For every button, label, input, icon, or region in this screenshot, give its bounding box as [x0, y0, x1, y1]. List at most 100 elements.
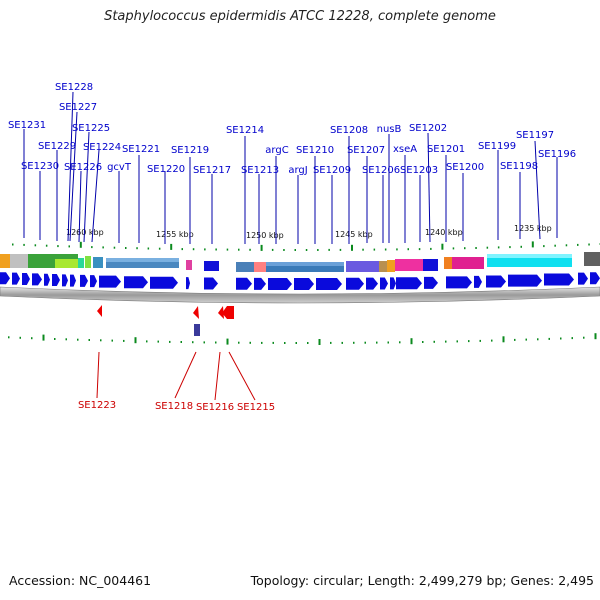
scale-tick: [294, 249, 296, 251]
scale-tick: [475, 247, 477, 249]
forward-gene-arrow: [316, 277, 342, 290]
scale-tick: [531, 241, 534, 248]
forward-gene-arrow: [80, 274, 88, 287]
upper-tick-row: [12, 241, 600, 251]
forward-gene-arrow: [236, 277, 252, 290]
gene-label: SE1228: [55, 82, 93, 93]
scale-tick: [341, 341, 343, 344]
reverse-gene-arrow: [97, 305, 102, 317]
scale-tick: [57, 245, 59, 248]
gene-label: SE1217: [193, 165, 231, 176]
forward-gene-arrow: [99, 275, 121, 288]
scale-tick: [192, 248, 195, 251]
scale-tick: [491, 339, 493, 342]
scale-tick: [226, 338, 229, 345]
gene-label: SE1224: [83, 142, 121, 153]
scale-tick: [588, 243, 590, 246]
scale-tick: [23, 243, 25, 246]
scale-tick: [295, 342, 297, 344]
lower-tick-row: [8, 333, 597, 345]
gene-label: SE1209: [313, 165, 351, 176]
gene-label: xseA: [393, 144, 417, 155]
scale-tick: [594, 333, 597, 340]
gene-label: SE1208: [330, 125, 368, 136]
forward-gene-arrow: [90, 275, 97, 288]
scale-label: 1255 kbp: [156, 230, 194, 239]
gene-label: SE1221: [122, 144, 160, 155]
forward-gene-arrow: [380, 277, 388, 290]
forward-gene-arrow: [70, 274, 76, 287]
scale-tick: [204, 248, 206, 251]
reverse-gene-arrows: [97, 305, 234, 336]
gene-label: SE1197: [516, 130, 554, 141]
forward-gene-arrow: [396, 277, 422, 290]
scale-tick: [111, 339, 113, 342]
scale-tick: [54, 338, 56, 340]
forward-gene-arrow: [204, 277, 218, 290]
gene-label: SE1203: [400, 165, 438, 176]
scale-tick: [203, 341, 205, 344]
scale-tick: [261, 341, 263, 344]
scale-tick: [65, 338, 67, 341]
forward-gene-arrow: [390, 277, 396, 290]
forward-gene-arrow: [150, 276, 178, 289]
reverse-gene-arrow: [222, 306, 234, 319]
genome-summary-text: Topology: circular; Length: 2,499,279 bp…: [250, 573, 594, 588]
scale-tick: [284, 342, 286, 344]
forward-gene-arrows: [0, 272, 600, 290]
forward-gene-arrow: [186, 277, 190, 290]
scale-tick: [376, 341, 378, 344]
gene-label: SE1216: [196, 402, 234, 413]
scale-tick: [123, 339, 125, 342]
forward-gene-arrow: [268, 277, 292, 290]
leader-line: [91, 149, 100, 243]
scale-tick: [34, 244, 37, 247]
scale-tick: [479, 339, 481, 342]
scale-label: 1240 kbp: [425, 228, 463, 237]
scale-tick: [373, 248, 376, 251]
scale-tick: [102, 246, 104, 249]
forward-gene-labels: SE1231 SE1230 SE1229 SE1228 SE1227 SE122…: [8, 82, 576, 176]
leader-line: [96, 351, 100, 399]
gene-label: SE1206: [362, 165, 400, 176]
forward-gene-arrow: [62, 274, 68, 287]
scale-tick: [537, 338, 539, 341]
leader-line: [69, 111, 78, 242]
forward-gene-arrow: [12, 272, 20, 285]
scale-tick: [113, 246, 116, 249]
scale-tick: [445, 340, 447, 343]
scale-tick: [45, 244, 48, 247]
scale-tick: [387, 341, 389, 344]
scale-tick: [410, 338, 413, 345]
gene-label: SE1223: [78, 400, 116, 411]
scale-tick: [79, 241, 82, 248]
scale-tick: [422, 341, 424, 343]
scale-tick: [305, 249, 308, 251]
scale-tick: [353, 341, 355, 344]
gene-label: SE1199: [478, 141, 516, 152]
accession-text: Accession: NC_004461: [9, 573, 152, 588]
gene-label: SE1227: [59, 102, 97, 113]
forward-gene-arrow: [474, 275, 482, 288]
gene-label: SE1207: [347, 145, 385, 156]
gene-label: SE1225: [72, 123, 110, 134]
scale-tick: [68, 245, 70, 248]
forward-gene-arrow: [346, 277, 364, 290]
scale-label: 1245 kbp: [335, 230, 373, 239]
forward-gene-arrow: [124, 276, 148, 289]
forward-gene-arrow: [446, 276, 472, 289]
genome-title: Staphylococcus epidermidis ATCC 12228, c…: [104, 9, 496, 24]
gene-label: SE1214: [226, 125, 264, 136]
scale-tick: [396, 248, 398, 251]
scale-tick: [146, 340, 148, 343]
gene-label: SE1219: [171, 145, 209, 156]
scale-tick: [577, 243, 579, 246]
scale-tick: [384, 248, 387, 251]
gene-label: argJ: [288, 165, 307, 176]
leader-line: [228, 351, 256, 401]
leader-line: [174, 351, 197, 399]
forward-gene-arrow: [366, 277, 378, 290]
gene-label: SE1218: [155, 401, 193, 412]
forward-leader-lines: [23, 91, 558, 244]
scale-tick: [456, 340, 458, 343]
